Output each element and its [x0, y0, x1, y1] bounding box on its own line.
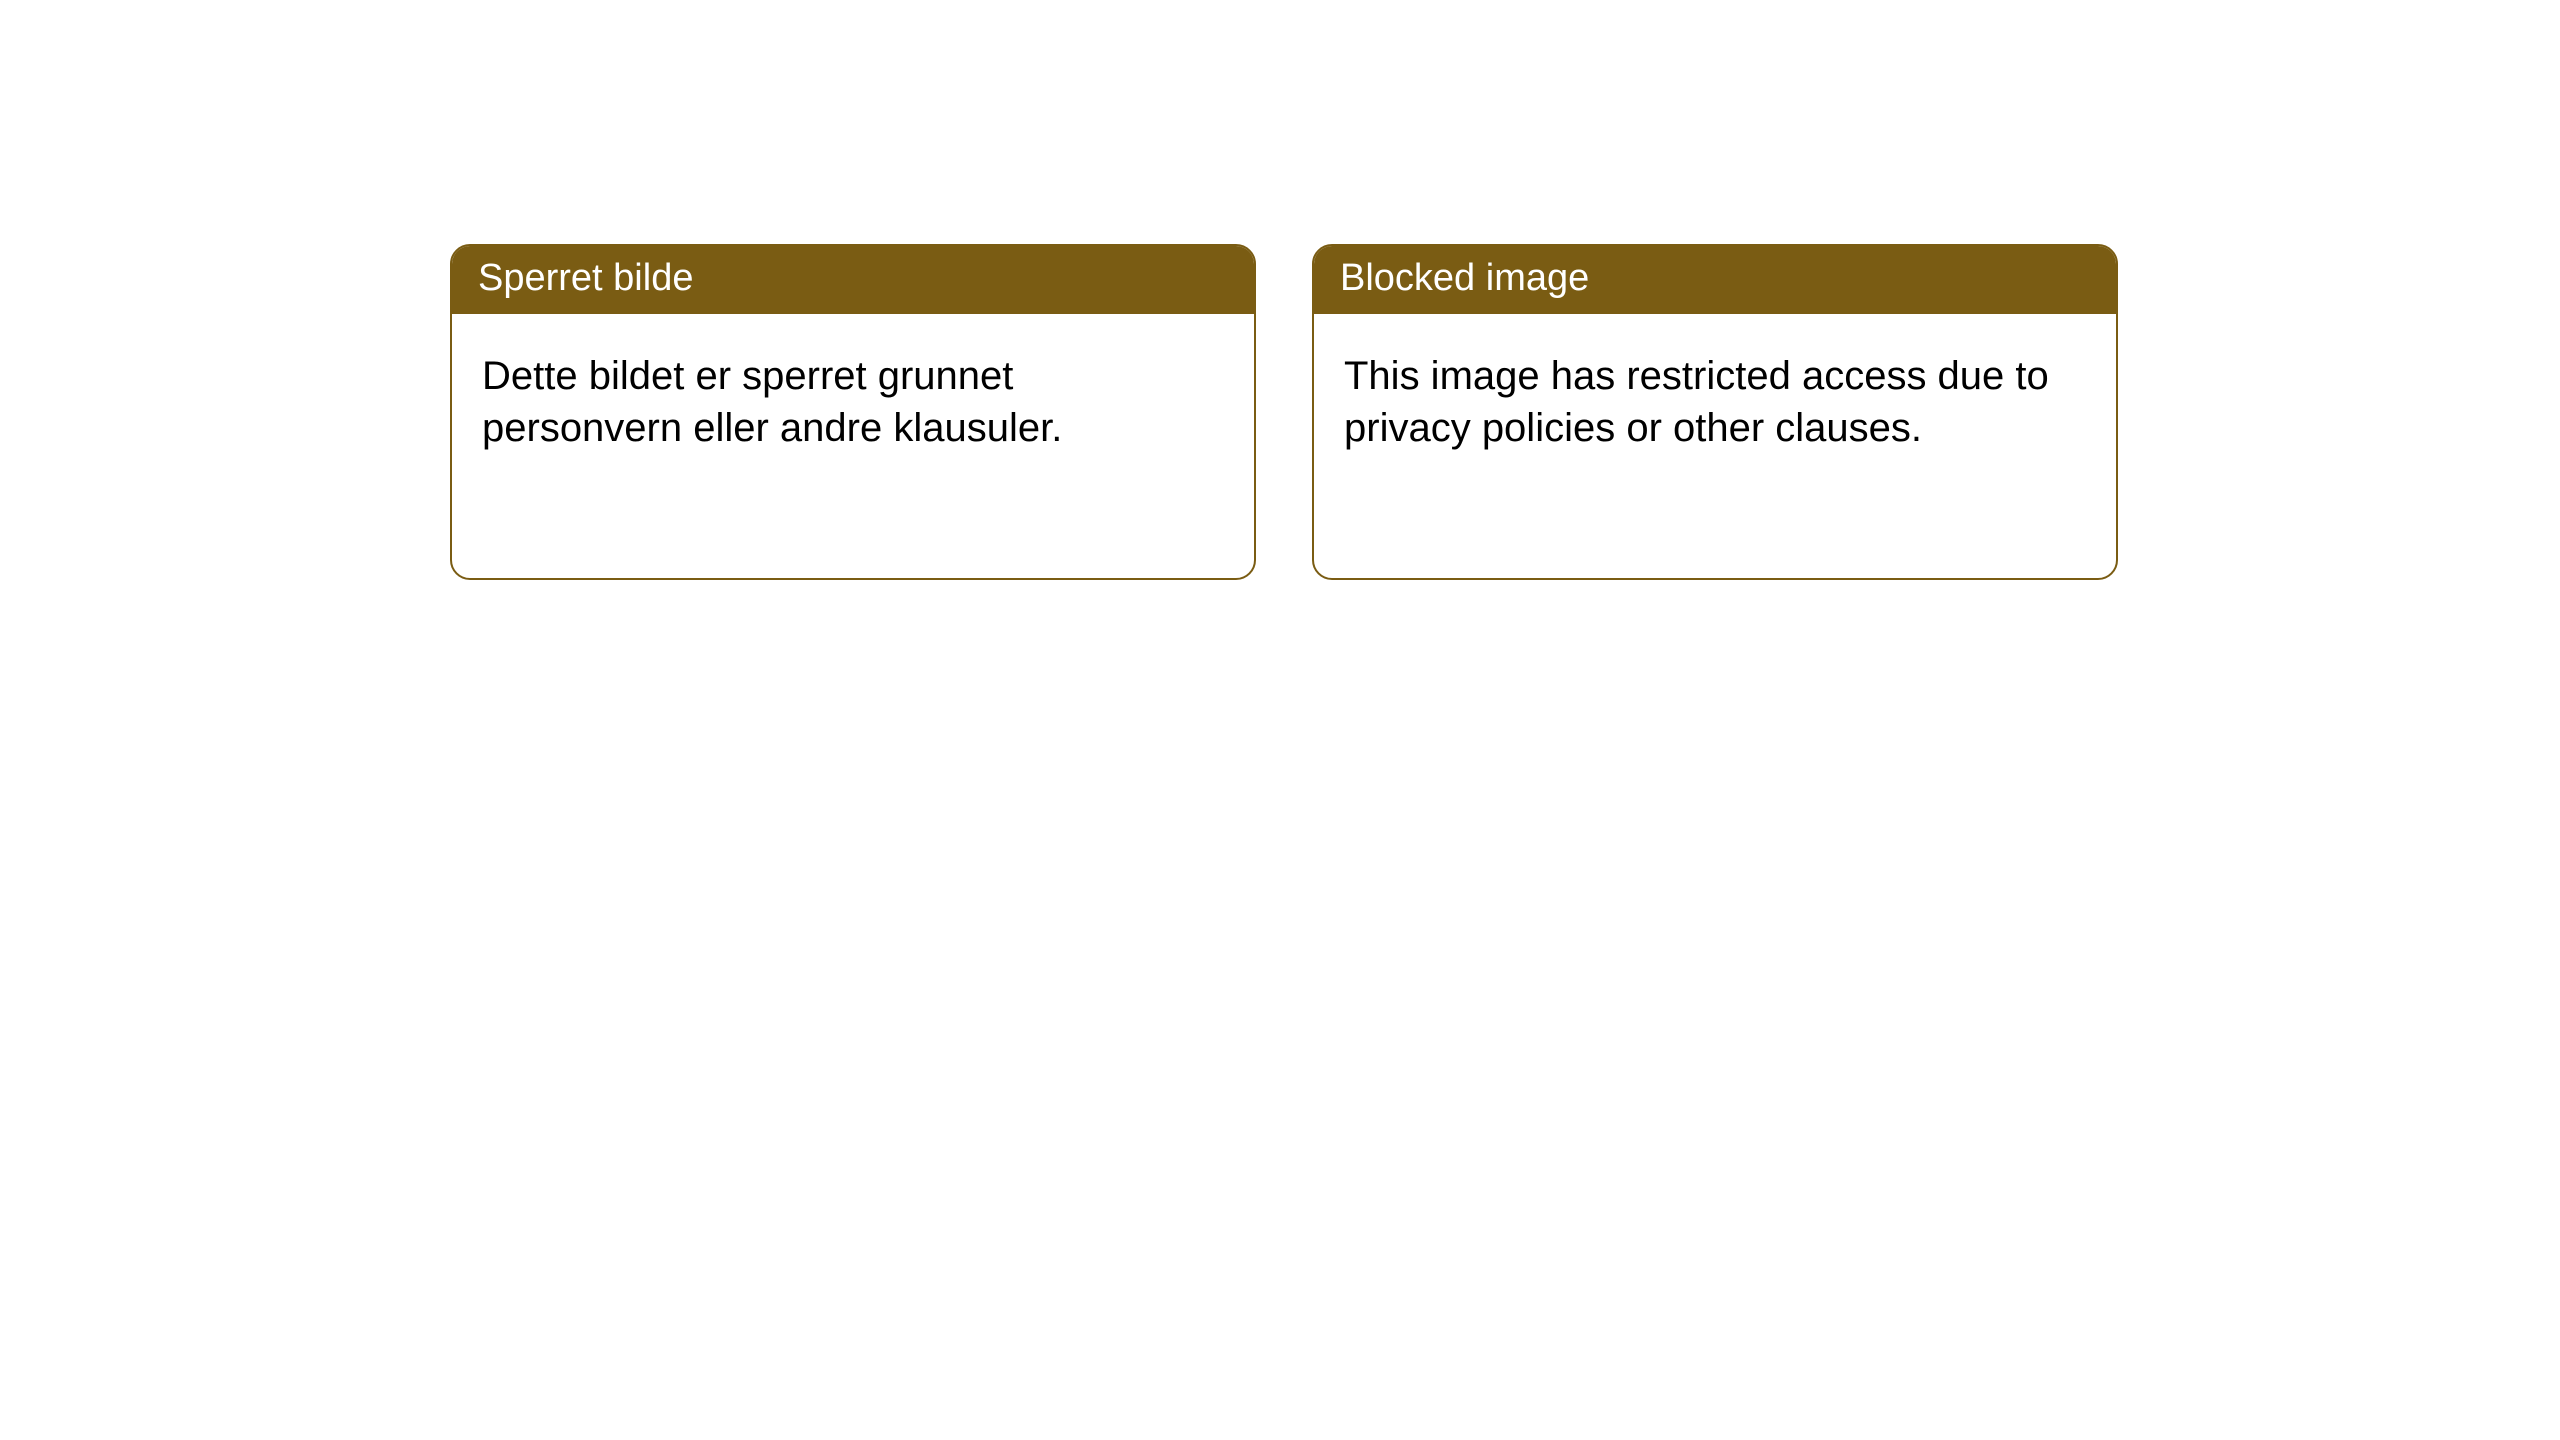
- notice-body-en: This image has restricted access due to …: [1314, 314, 2116, 476]
- notice-card-en: Blocked image This image has restricted …: [1312, 244, 2118, 580]
- notice-header-no: Sperret bilde: [452, 246, 1254, 314]
- notice-body-no: Dette bildet er sperret grunnet personve…: [452, 314, 1254, 476]
- notice-card-no: Sperret bilde Dette bildet er sperret gr…: [450, 244, 1256, 580]
- notice-container: Sperret bilde Dette bildet er sperret gr…: [0, 0, 2560, 580]
- notice-header-en: Blocked image: [1314, 246, 2116, 314]
